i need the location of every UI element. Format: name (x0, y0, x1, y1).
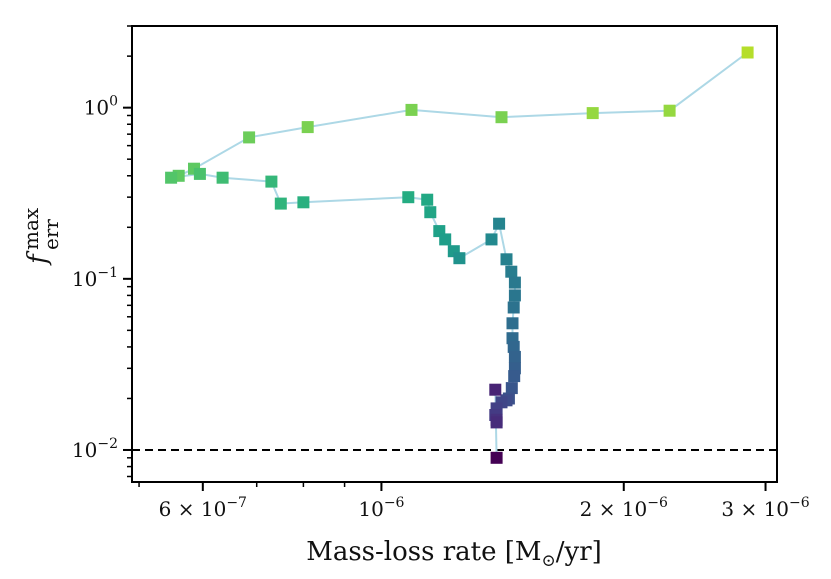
x-major-ticks (201, 482, 767, 491)
data-point-marker (663, 104, 676, 117)
y-axis-label-f: f (23, 250, 53, 266)
data-point-marker (500, 253, 513, 266)
data-point-marker (402, 191, 415, 204)
data-point-marker (490, 451, 503, 464)
data-point-marker (453, 252, 466, 265)
data-point-marker (193, 167, 206, 180)
data-point-marker (424, 206, 437, 219)
y-axis-label-sub: err (39, 219, 63, 250)
x-tick-base: 10 (622, 497, 647, 521)
data-point-marker (485, 233, 498, 246)
data-markers (165, 46, 754, 464)
x-tick-base: 10 (764, 497, 789, 521)
data-point-marker (508, 350, 521, 363)
y-tick-base: 10 (72, 438, 97, 462)
data-point-marker (165, 171, 178, 184)
x-tick-exponent: −6 (384, 495, 405, 511)
data-point-marker (508, 370, 521, 383)
x-tick-label: 3 × 10−6 (721, 495, 809, 521)
data-point-marker (265, 175, 278, 188)
x-axis-label-sun-symbol: ⊙ (542, 551, 556, 571)
x-axis-label-main: Mass-loss rate [M (306, 537, 541, 567)
y-tick-exponent: 0 (109, 94, 118, 110)
data-point-marker (421, 193, 434, 206)
y-tick-label: 10−1 (72, 265, 118, 291)
y-tick-exponent: −2 (97, 436, 118, 452)
data-point-marker (216, 171, 229, 184)
data-point-marker (505, 382, 518, 395)
data-point-marker (439, 233, 452, 246)
data-point-marker (508, 289, 521, 302)
x-axis-label: Mass-loss rate [M⊙/yr] (306, 537, 602, 571)
plot-frame (131, 25, 778, 483)
y-tick-base: 10 (72, 267, 97, 291)
y-tick-label: 100 (84, 94, 118, 120)
y-tick-base: 10 (84, 96, 109, 120)
x-tick-labels: 6 × 10−7 10−6 2 × 10−6 3 × 10−6 (159, 495, 810, 521)
data-point-marker (301, 121, 314, 134)
x-tick-base: 10 (201, 497, 226, 521)
data-point-marker (507, 340, 520, 353)
data-point-marker (495, 111, 508, 124)
data-point-marker (243, 131, 256, 144)
data-point-marker (508, 276, 521, 289)
data-point-marker (493, 217, 506, 230)
data-point-marker (297, 196, 310, 209)
x-tick-mantissa: 2 × (580, 497, 622, 521)
x-tick-exponent: −7 (226, 495, 247, 511)
x-axis-label-end: /yr] (556, 537, 602, 567)
y-tick-exponent: −1 (97, 265, 118, 281)
y-tick-label: 10−2 (72, 436, 118, 462)
data-point-marker (490, 416, 503, 429)
x-tick-base: 10 (358, 497, 383, 521)
data-point-marker (505, 265, 518, 278)
x-tick-label: 6 × 10−7 (159, 495, 247, 521)
data-point-marker (489, 383, 502, 396)
x-tick-label: 10−6 (358, 495, 404, 521)
x-tick-mantissa: 3 × (721, 497, 763, 521)
x-tick-exponent: −6 (647, 495, 668, 511)
x-tick-exponent: −6 (789, 495, 810, 511)
data-point-marker (274, 197, 287, 210)
data-point-marker (586, 107, 599, 120)
data-point-marker (405, 103, 418, 116)
y-major-ticks (123, 106, 132, 451)
x-tick-label: 2 × 10−6 (580, 495, 668, 521)
x-tick-mantissa: 6 × (159, 497, 201, 521)
y-axis-label: f max err (19, 207, 63, 266)
data-point-marker (507, 301, 520, 314)
data-point-marker (506, 317, 519, 330)
y-axis-label-sup: max (19, 207, 43, 250)
data-point-marker (741, 46, 754, 59)
